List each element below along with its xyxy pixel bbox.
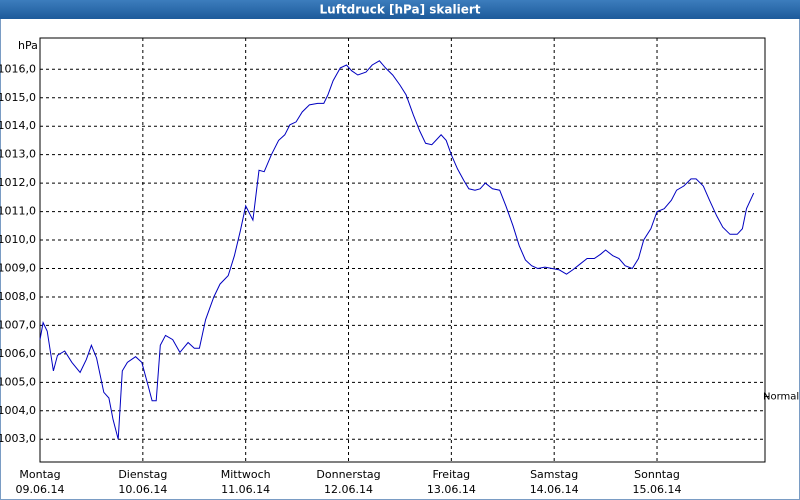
title-bar [0,0,800,19]
y-tick-label: 1015,0 [0,91,36,104]
y-tick-label: 1013,0 [0,148,36,161]
y-tick-label: 1009,0 [0,261,36,274]
x-tick-date: 10.06.14 [118,483,167,496]
x-tick-date: 15.06.14 [633,483,682,496]
plot: 1003,0 1004,0 1005,0 1006,0 1007,0 1008,0 1009… [0,37,799,496]
x-tick-label: Dienstag [118,468,167,481]
y-tick-label: 1006,0 [0,347,36,360]
y-tick-label: 1016,0 [0,62,36,75]
x-tick-date: 09.06.14 [16,483,65,496]
x-tick-label: Freitag [433,468,471,481]
x-tick-date: 13.06.14 [427,483,476,496]
y-tick-label: 1011,0 [0,205,36,218]
x-tick-label: Donnerstag [316,468,380,481]
y-tick-label: 1012,0 [0,176,36,189]
plot-area [39,37,766,463]
x-tick-label: Montag [19,468,60,481]
y-unit: hPa [18,39,38,52]
x-tick-label: Sonntag [634,468,680,481]
y-tick-label: 1010,0 [0,233,36,246]
x-tick-label: Samstag [530,468,578,481]
x-tick-date: 12.06.14 [324,483,373,496]
y-tick-label: 1003,0 [0,432,36,445]
y-tick-label: 1005,0 [0,375,36,388]
chart-title: Luftdruck [hPa] skaliert [320,3,481,17]
x-tick-label: Mittwoch [221,468,271,481]
x-tick-date: 11.06.14 [221,483,270,496]
y-tick-label: 1008,0 [0,290,36,303]
y-tick-label: 1014,0 [0,119,36,132]
y-tick-label: 1007,0 [0,318,36,331]
y-tick-label: 1004,0 [0,404,36,417]
x-tick-date: 14.06.14 [530,483,579,496]
pressure-line [39,60,755,440]
reference-label: Normal [763,392,799,403]
